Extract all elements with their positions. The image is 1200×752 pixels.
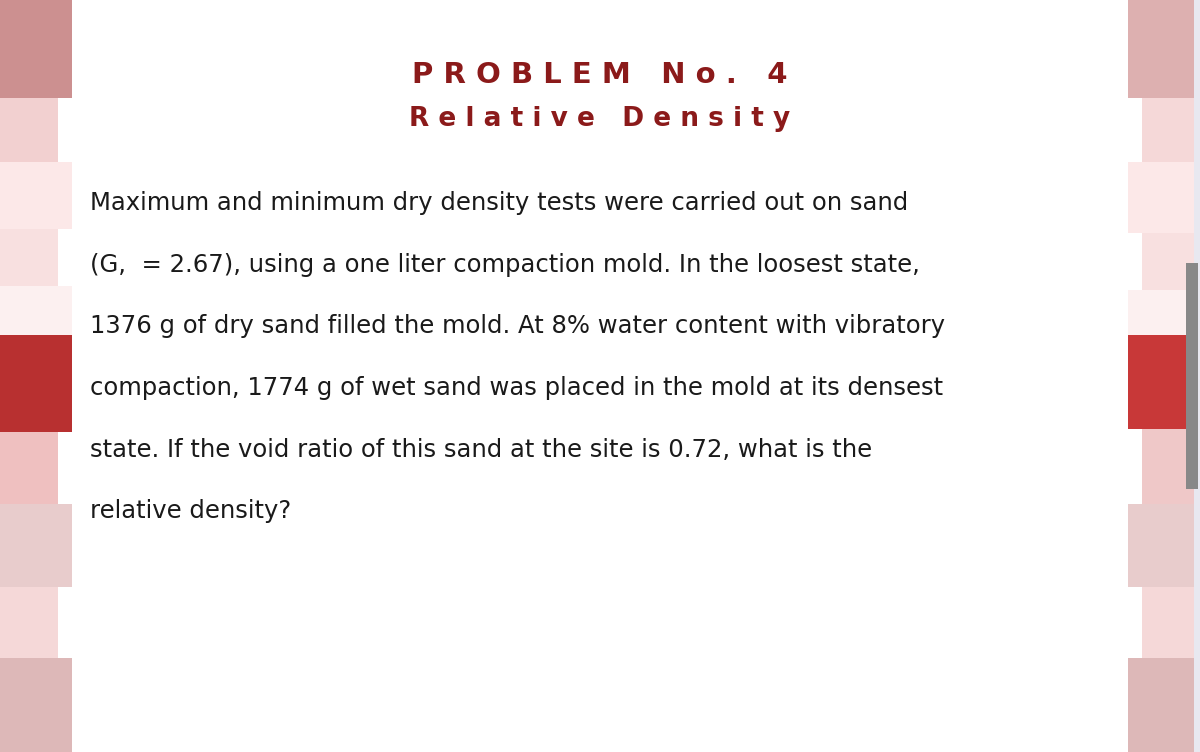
Bar (0, 587, 58, 658)
Bar (1128, 0, 1194, 98)
Bar (1128, 658, 1194, 752)
Bar (1142, 429, 1194, 504)
Bar (1186, 263, 1198, 489)
Bar (0, 504, 72, 587)
Bar (0, 335, 72, 432)
Bar (1142, 98, 1194, 162)
Bar (1142, 233, 1194, 290)
Bar (0, 229, 58, 286)
Bar (0, 0, 72, 98)
Bar (1128, 162, 1194, 233)
Bar (1142, 587, 1194, 658)
Text: (G,  = 2.67), using a one liter compaction mold. In the loosest state,: (G, = 2.67), using a one liter compactio… (90, 253, 920, 277)
Bar (0, 286, 72, 335)
Text: relative density?: relative density? (90, 499, 292, 523)
Text: state. If the void ratio of this sand at the site is 0.72, what is the: state. If the void ratio of this sand at… (90, 438, 872, 462)
FancyBboxPatch shape (48, 0, 1152, 752)
Text: compaction, 1774 g of wet sand was placed in the mold at its densest: compaction, 1774 g of wet sand was place… (90, 376, 943, 400)
Text: 1376 g of dry sand filled the mold. At 8% water content with vibratory: 1376 g of dry sand filled the mold. At 8… (90, 314, 946, 338)
Text: R e l a t i v e   D e n s i t y: R e l a t i v e D e n s i t y (409, 106, 791, 132)
Bar (0, 658, 72, 752)
Text: Maximum and minimum dry density tests were carried out on sand: Maximum and minimum dry density tests we… (90, 191, 908, 215)
Bar (1128, 335, 1194, 429)
Bar (0, 98, 58, 162)
Bar (0, 432, 58, 504)
Text: P R O B L E M   N o .   4: P R O B L E M N o . 4 (413, 61, 787, 89)
Bar (1128, 290, 1194, 335)
Bar (1128, 504, 1194, 587)
Bar (0, 162, 72, 229)
